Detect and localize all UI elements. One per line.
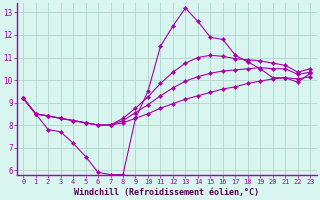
- X-axis label: Windchill (Refroidissement éolien,°C): Windchill (Refroidissement éolien,°C): [74, 188, 259, 197]
